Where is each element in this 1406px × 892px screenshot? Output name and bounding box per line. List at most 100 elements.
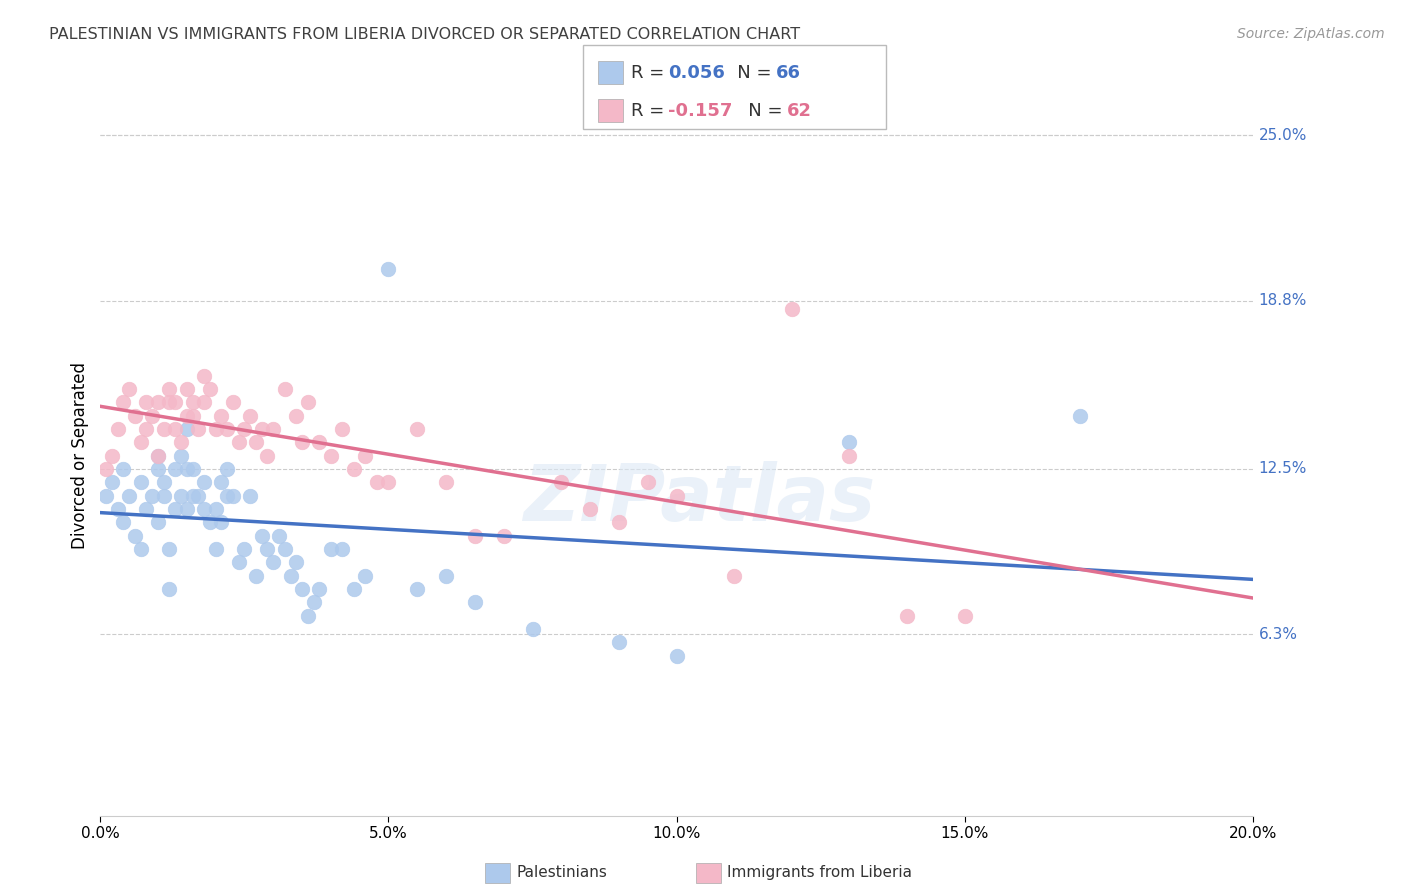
Text: Immigrants from Liberia: Immigrants from Liberia: [727, 865, 912, 880]
Point: [209, 409, 232, 423]
Point: [165, 462, 187, 476]
Point: [152, 475, 174, 490]
Text: N =: N =: [731, 102, 789, 120]
Point: [239, 409, 262, 423]
Point: [319, 541, 342, 556]
Point: [118, 382, 141, 396]
Point: [176, 422, 198, 436]
Point: [274, 541, 297, 556]
Point: [280, 568, 302, 582]
Point: [377, 475, 399, 490]
Point: [464, 529, 486, 543]
Point: [217, 422, 239, 436]
Point: [94, 462, 117, 476]
Point: [274, 382, 297, 396]
Text: Source: ZipAtlas.com: Source: ZipAtlas.com: [1237, 27, 1385, 41]
Point: [522, 622, 544, 636]
Point: [135, 395, 157, 409]
Point: [181, 395, 204, 409]
Point: [165, 422, 187, 436]
Text: 62: 62: [787, 102, 813, 120]
Point: [193, 502, 215, 516]
Point: [579, 502, 602, 516]
Point: [146, 449, 169, 463]
Point: [1069, 409, 1091, 423]
Text: R =: R =: [631, 102, 671, 120]
Point: [267, 529, 290, 543]
Point: [838, 449, 860, 463]
Point: [233, 541, 256, 556]
Point: [152, 489, 174, 503]
Point: [354, 449, 377, 463]
Point: [262, 422, 284, 436]
Text: PALESTINIAN VS IMMIGRANTS FROM LIBERIA DIVORCED OR SEPARATED CORRELATION CHART: PALESTINIAN VS IMMIGRANTS FROM LIBERIA D…: [49, 27, 800, 42]
Point: [176, 502, 198, 516]
Point: [176, 409, 198, 423]
Point: [141, 489, 163, 503]
Point: [228, 435, 250, 450]
Point: [146, 395, 169, 409]
Point: [176, 382, 198, 396]
Point: [297, 395, 319, 409]
Point: [406, 582, 429, 596]
Point: [896, 608, 918, 623]
Point: [434, 568, 457, 582]
Point: [297, 608, 319, 623]
Point: [187, 489, 209, 503]
Text: 0.056: 0.056: [668, 63, 724, 81]
Point: [170, 449, 193, 463]
Point: [377, 261, 399, 276]
Point: [406, 422, 429, 436]
Point: [170, 489, 193, 503]
Point: [291, 435, 314, 450]
Point: [256, 541, 278, 556]
Point: [124, 409, 146, 423]
Point: [159, 541, 181, 556]
Point: [193, 395, 215, 409]
Point: [239, 489, 262, 503]
Point: [107, 422, 129, 436]
Text: R =: R =: [631, 63, 671, 81]
Point: [159, 382, 181, 396]
Point: [135, 502, 157, 516]
Point: [222, 395, 245, 409]
Point: [233, 422, 256, 436]
Point: [332, 422, 354, 436]
Point: [94, 489, 117, 503]
Point: [492, 529, 515, 543]
Point: [228, 555, 250, 569]
Point: [308, 582, 330, 596]
Point: [198, 382, 221, 396]
Text: -0.157: -0.157: [668, 102, 733, 120]
Point: [187, 422, 209, 436]
Point: [434, 475, 457, 490]
Text: 18.8%: 18.8%: [1258, 293, 1308, 309]
Point: [159, 395, 181, 409]
Point: [181, 409, 204, 423]
Point: [550, 475, 572, 490]
Text: 66: 66: [776, 63, 801, 81]
Point: [112, 395, 135, 409]
Point: [204, 422, 226, 436]
Point: [209, 475, 232, 490]
Point: [135, 422, 157, 436]
Point: [129, 475, 152, 490]
Point: [343, 462, 366, 476]
Point: [308, 435, 330, 450]
Point: [217, 489, 239, 503]
Point: [198, 516, 221, 530]
Text: 25.0%: 25.0%: [1258, 128, 1308, 143]
Point: [165, 395, 187, 409]
Point: [464, 595, 486, 609]
Point: [146, 516, 169, 530]
Point: [245, 435, 267, 450]
Point: [319, 449, 342, 463]
Text: 6.3%: 6.3%: [1258, 627, 1298, 642]
Point: [343, 582, 366, 596]
Point: [291, 582, 314, 596]
Point: [607, 516, 630, 530]
Point: [129, 541, 152, 556]
Point: [285, 555, 308, 569]
Point: [159, 582, 181, 596]
Point: [780, 301, 803, 316]
